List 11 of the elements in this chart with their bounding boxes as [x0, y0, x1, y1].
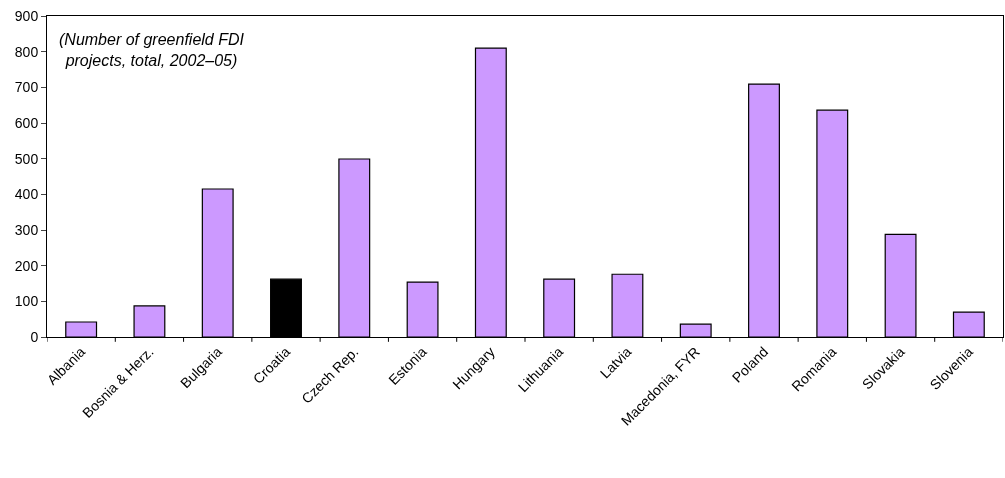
y-tick-label: 700	[14, 79, 39, 96]
y-tick-label: 600	[14, 114, 39, 131]
y-tick-label: 100	[14, 293, 39, 310]
y-tick-label: 500	[14, 150, 39, 167]
y-tick-label: 900	[14, 7, 39, 24]
y-tick-label: 800	[14, 43, 39, 60]
annotation: (Number of greenfield FDI projects, total, 2002–05)	[59, 31, 245, 69]
y-tick-label: 0	[30, 328, 39, 345]
y-tick-label: 400	[14, 186, 39, 203]
y-tick-label: 200	[14, 257, 39, 274]
y-tick-label: 300	[14, 221, 39, 238]
